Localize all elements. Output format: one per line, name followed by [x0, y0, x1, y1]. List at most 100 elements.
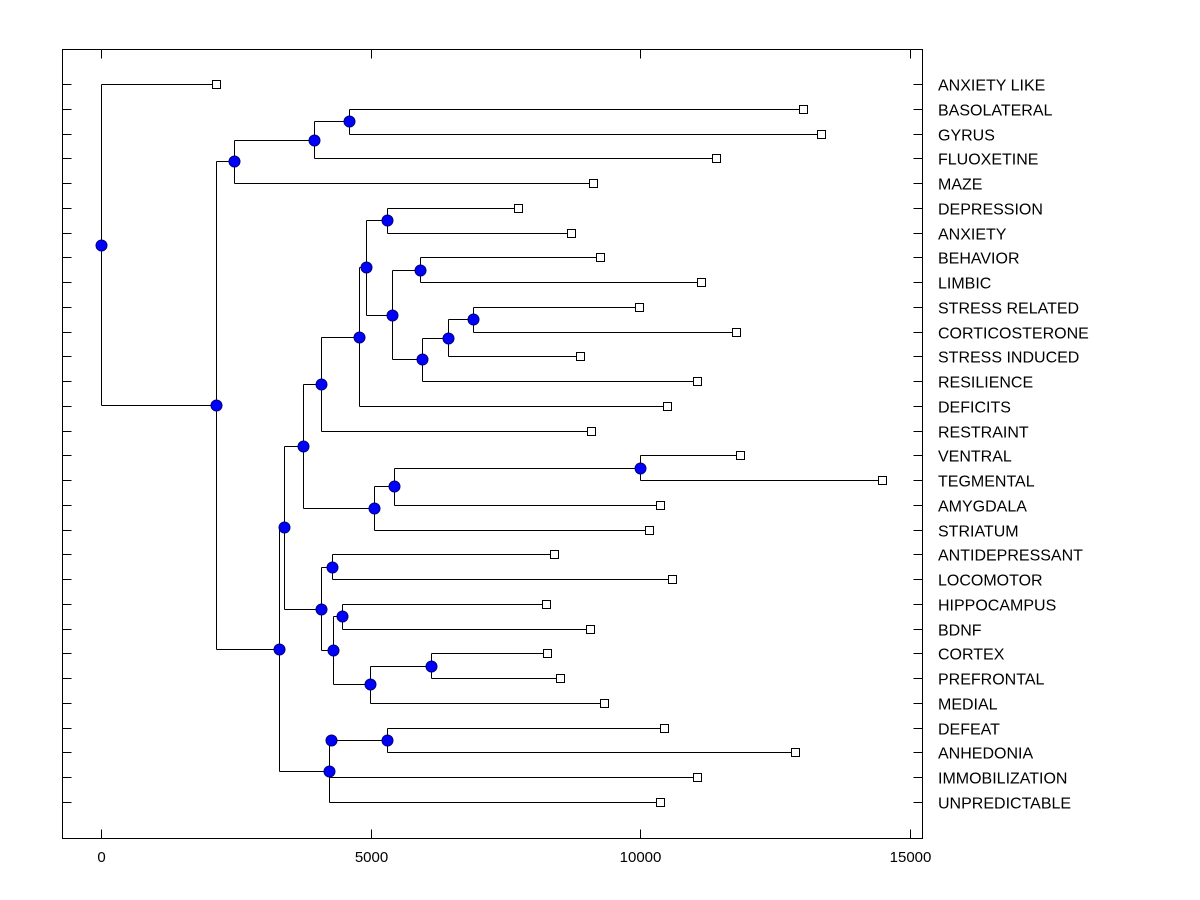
leaf-marker: [556, 674, 565, 683]
cluster-node: [360, 261, 373, 274]
cluster-node: [315, 378, 328, 391]
cluster-node: [323, 765, 336, 778]
leaf-marker: [693, 773, 702, 782]
cluster-node: [278, 521, 291, 534]
leaf-marker: [587, 427, 596, 436]
leaf-marker: [543, 649, 552, 658]
leaf-marker: [576, 352, 585, 361]
leaf-label: LOCOMOTOR: [938, 573, 1043, 590]
leaf-label: HIPPOCAMPUS: [938, 598, 1056, 615]
leaf-marker: [550, 550, 559, 559]
cluster-node: [343, 115, 356, 128]
leaf-marker: [567, 229, 576, 238]
leaf-marker: [656, 501, 665, 510]
cluster-node: [325, 734, 338, 747]
leaf-label: TEGMENTAL: [938, 474, 1035, 491]
leaf-label: BASOLATERAL: [938, 103, 1053, 120]
cluster-node: [326, 561, 339, 574]
leaf-marker: [514, 204, 523, 213]
leaf-label: VENTRAL: [938, 449, 1012, 466]
leaf-marker: [635, 303, 644, 312]
leaf-label: LIMBIC: [938, 276, 991, 293]
x-tick-label: 15000: [890, 849, 932, 866]
x-tick-label: 10000: [620, 849, 662, 866]
leaf-label: FLUOXETINE: [938, 152, 1038, 169]
leaf-label: RESILIENCE: [938, 375, 1033, 392]
cluster-node: [327, 644, 340, 657]
leaf-marker: [542, 600, 551, 609]
leaf-marker: [645, 526, 654, 535]
cluster-node: [210, 399, 223, 412]
cluster-node: [297, 440, 310, 453]
cluster-node: [442, 332, 455, 345]
leaf-marker: [712, 154, 721, 163]
leaf-label: DEFEAT: [938, 722, 1000, 739]
leaf-label: UNPREDICTABLE: [938, 796, 1071, 813]
leaf-marker: [799, 105, 808, 114]
leaf-label: BDNF: [938, 623, 982, 640]
leaf-markers: [212, 80, 887, 807]
leaf-label: ANXIETY LIKE: [938, 78, 1045, 95]
leaf-marker: [586, 625, 595, 634]
leaf-marker: [697, 278, 706, 287]
leaf-labels: ANXIETY LIKE BASOLATERAL GYRUS FLUOXETINE MA…: [938, 78, 1089, 813]
leaf-marker: [660, 724, 669, 733]
cluster-node: [315, 603, 328, 616]
leaf-label: ANXIETY: [938, 227, 1007, 244]
leaf-label: DEFICITS: [938, 400, 1011, 417]
leaf-label: PREFRONTAL: [938, 672, 1044, 689]
leaf-marker: [817, 130, 826, 139]
leaf-label: STRESS RELATED: [938, 301, 1079, 318]
leaf-label: AMYGDALA: [938, 499, 1027, 516]
cluster-node: [381, 734, 394, 747]
branches: [101, 84, 879, 803]
leaf-label: STRIATUM: [938, 524, 1019, 541]
leaf-marker: [663, 402, 672, 411]
cluster-node: [425, 660, 438, 673]
cluster-node: [416, 353, 429, 366]
cluster-node: [414, 264, 427, 277]
leaf-label: ANTIDEPRESSANT: [938, 548, 1083, 565]
x-tick-label: 5000: [355, 849, 388, 866]
cluster-node: [308, 134, 321, 147]
leaf-marker: [736, 451, 745, 460]
leaf-label: MEDIAL: [938, 697, 998, 714]
leaf-label: CORTICOSTERONE: [938, 326, 1089, 343]
cluster-node: [95, 239, 108, 252]
cluster-node: [388, 480, 401, 493]
cluster-node: [273, 643, 286, 656]
cluster-node: [386, 309, 399, 322]
leaf-marker: [596, 253, 605, 262]
cluster-node: [353, 331, 366, 344]
node-markers: [95, 115, 647, 778]
leaf-label: IMMOBILIZATION: [938, 771, 1067, 788]
leaf-label: DEPRESSION: [938, 202, 1043, 219]
leaf-label: GYRUS: [938, 128, 995, 145]
leaf-marker: [732, 328, 741, 337]
leaf-label: MAZE: [938, 177, 982, 194]
leaf-label: BEHAVIOR: [938, 251, 1020, 268]
axis-ticks: [62, 49, 923, 839]
leaf-marker: [668, 575, 677, 584]
leaf-marker: [212, 80, 221, 89]
leaf-label: ANHEDONIA: [938, 746, 1033, 763]
cluster-node: [634, 462, 647, 475]
leaf-marker: [693, 377, 702, 386]
leaf-marker: [878, 476, 887, 485]
leaf-marker: [600, 699, 609, 708]
cluster-node: [228, 155, 241, 168]
leaf-label: STRESS INDUCED: [938, 350, 1079, 367]
leaf-marker: [791, 748, 800, 757]
plot-frame: [62, 49, 923, 839]
leaf-marker: [656, 798, 665, 807]
cluster-node: [364, 678, 377, 691]
cluster-node: [336, 610, 349, 623]
leaf-label: CORTEX: [938, 647, 1005, 664]
cluster-node: [467, 313, 480, 326]
leaf-label: RESTRAINT: [938, 425, 1029, 442]
cluster-node: [381, 214, 394, 227]
x-tick-label: 0: [97, 849, 105, 866]
cluster-node: [368, 502, 381, 515]
leaf-marker: [589, 179, 598, 188]
